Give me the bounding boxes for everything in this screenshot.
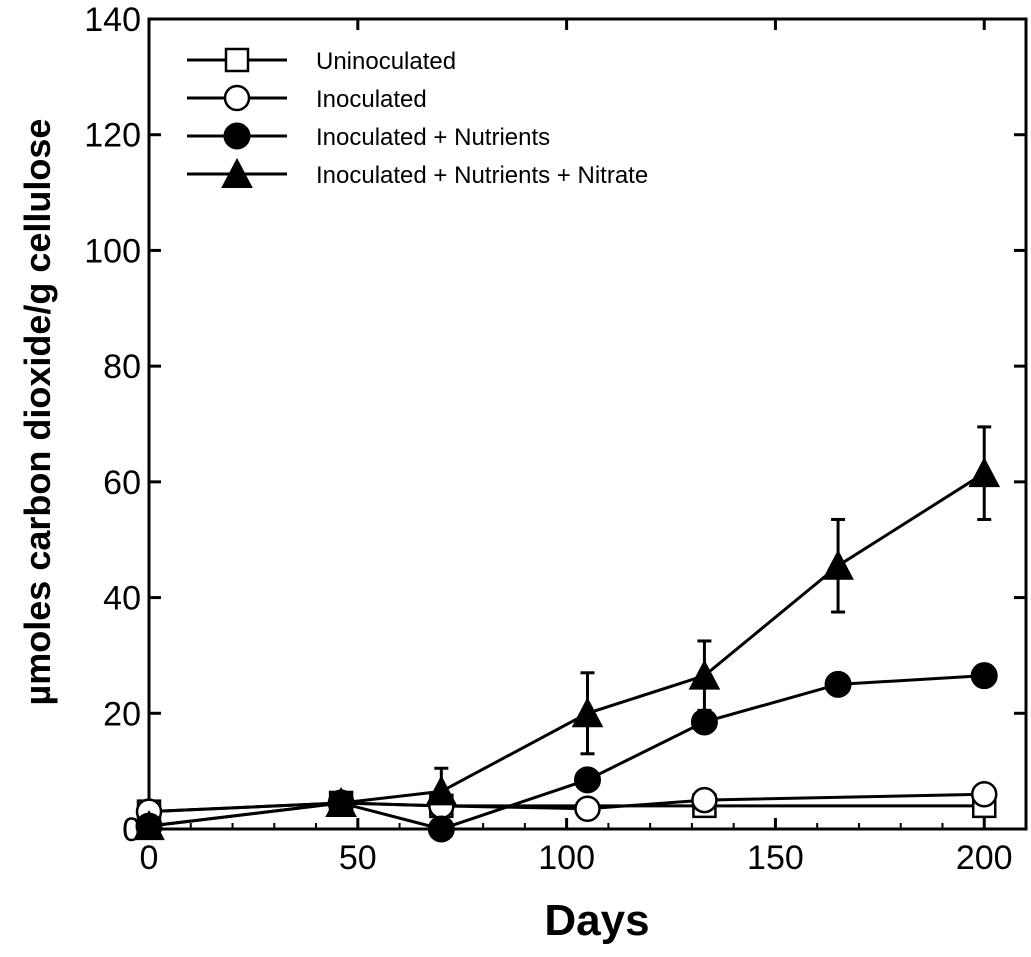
y-axis-title: µmoles carbon dioxide/g cellulose — [17, 119, 58, 706]
data-point — [970, 781, 998, 808]
data-point — [968, 457, 1001, 488]
legend-label: Inoculated — [316, 86, 427, 113]
y-tick-label: 120 — [84, 117, 141, 155]
legend-marker — [224, 47, 250, 73]
legend-marker — [223, 84, 251, 112]
data-point — [133, 810, 165, 841]
y-tick-label: 20 — [103, 695, 141, 733]
series-markers — [133, 457, 1001, 843]
legend-label: Uninoculated — [316, 48, 456, 75]
legend-label: Inoculated + Nutrients — [316, 124, 550, 151]
x-tick-label: 50 — [339, 839, 377, 877]
x-tick-label: 100 — [538, 839, 595, 877]
data-point — [425, 775, 458, 806]
data-point — [690, 708, 718, 736]
plot-area-border — [147, 17, 1028, 831]
x-tick-label: 200 — [956, 839, 1013, 877]
x-tick-label: 0 — [140, 839, 159, 877]
y-tick-label: 40 — [103, 580, 141, 618]
data-point — [571, 697, 604, 728]
data-point — [574, 795, 601, 822]
data-point — [325, 786, 357, 817]
data-point — [574, 766, 601, 794]
legend-label: Inoculated + Nutrients + Nitrate — [316, 162, 648, 189]
y-tick-label: 80 — [103, 348, 141, 386]
x-tick-label: 150 — [747, 839, 804, 877]
series-lines — [148, 471, 986, 831]
legend-marker — [221, 157, 253, 188]
y-tick-label: 100 — [84, 232, 141, 270]
y-tick-label: 140 — [84, 1, 141, 39]
data-point — [691, 786, 718, 814]
error-bars — [434, 425, 992, 817]
plot-frame — [147, 17, 1028, 831]
data-point — [822, 549, 854, 580]
series-line — [148, 792, 985, 814]
series-line — [148, 471, 986, 828]
data-point — [688, 659, 721, 690]
data-point — [427, 815, 455, 843]
data-point — [970, 662, 998, 690]
y-tick-label: 60 — [103, 464, 141, 502]
x-axis-title: Days — [544, 896, 649, 945]
legend-marker — [223, 122, 251, 150]
data-point — [824, 670, 852, 698]
legend: Uninoculated Inoculated Inoculated + Nutri… — [187, 47, 648, 189]
